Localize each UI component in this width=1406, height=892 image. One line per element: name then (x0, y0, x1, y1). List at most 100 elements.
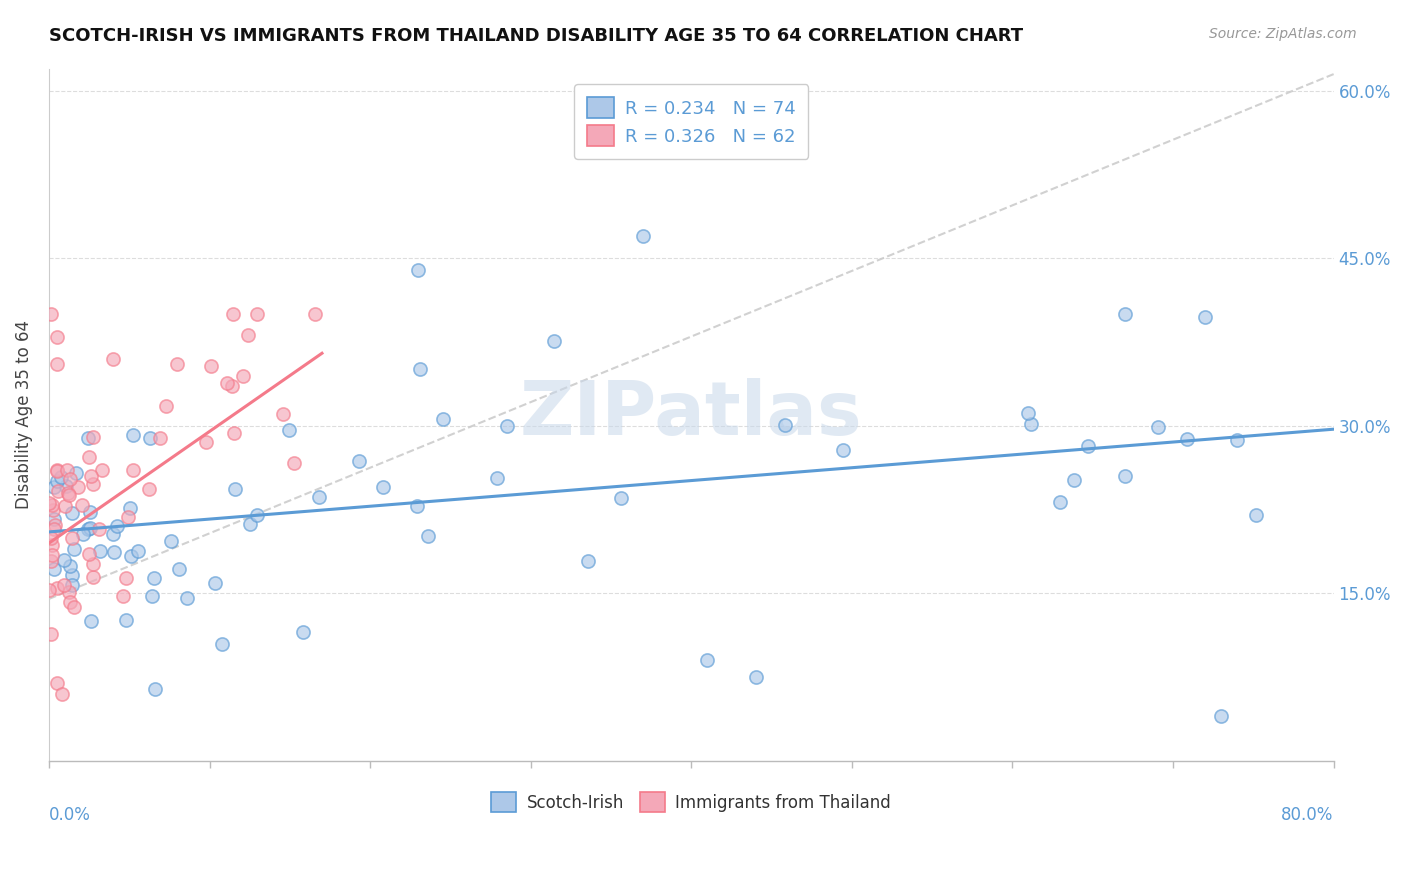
Point (610, 491, 633, 505)
Point (44, 518, 66, 533)
Point (143, 571, 166, 585)
Point (46, 675, 69, 690)
Point (80, 469, 103, 483)
Point (120, 501, 142, 516)
Point (103, 545, 125, 559)
Point (121, 549, 143, 563)
Point (121, 428, 143, 442)
Point (543, 334, 565, 348)
Text: 80.0%: 80.0% (1281, 805, 1334, 824)
Point (1114, 469, 1136, 483)
Point (65, 467, 87, 481)
Text: SCOTCH-IRISH VS IMMIGRANTS FROM THAILAND DISABILITY AGE 35 TO 64 CORRELATION CHA: SCOTCH-IRISH VS IMMIGRANTS FROM THAILAND… (49, 27, 1024, 45)
Point (63, 541, 86, 556)
Point (38, 583, 60, 598)
Point (67, 480, 90, 494)
Point (58, 485, 80, 500)
Point (42, 480, 65, 494)
Point (236, 327, 259, 342)
Point (631, 229, 654, 244)
Point (486, 471, 509, 485)
Point (41, 538, 63, 552)
Point (49, 470, 72, 484)
Point (53, 500, 76, 514)
Point (79, 505, 101, 519)
Point (832, 442, 855, 457)
Point (347, 454, 370, 468)
Point (1049, 495, 1071, 509)
Point (373, 480, 395, 494)
Point (101, 527, 124, 541)
Point (773, 417, 796, 432)
Point (1017, 406, 1039, 420)
Point (41, 548, 63, 562)
Point (141, 589, 163, 603)
Point (80, 614, 103, 628)
Point (122, 463, 145, 477)
Point (408, 262, 430, 277)
Point (48, 484, 70, 499)
Point (45, 474, 67, 488)
Point (60, 568, 83, 582)
Point (59, 472, 82, 486)
Point (1175, 432, 1198, 446)
Point (111, 589, 134, 603)
Point (221, 307, 243, 321)
Point (46, 329, 69, 343)
Text: Source: ZipAtlas.com: Source: ZipAtlas.com (1209, 27, 1357, 41)
Point (38, 496, 60, 510)
Point (139, 431, 162, 445)
Point (55, 478, 77, 492)
Point (217, 376, 239, 390)
Point (176, 591, 198, 606)
Point (46, 358, 69, 372)
Point (39, 554, 62, 568)
Point (60, 506, 83, 520)
Point (432, 411, 454, 425)
Point (114, 614, 136, 628)
Point (222, 425, 245, 440)
Point (239, 516, 262, 531)
Point (232, 369, 254, 384)
Point (60, 577, 83, 591)
Point (138, 482, 160, 496)
Point (60, 531, 83, 545)
Point (211, 637, 233, 651)
Point (409, 362, 432, 376)
Legend: Scotch-Irish, Immigrants from Thailand: Scotch-Irish, Immigrants from Thailand (485, 786, 898, 818)
Point (82, 570, 104, 584)
Point (221, 379, 243, 393)
Point (41, 503, 63, 517)
Point (304, 307, 326, 321)
Point (63, 599, 86, 614)
Point (39, 307, 62, 321)
Point (56, 462, 79, 476)
Point (46, 465, 69, 479)
Point (155, 400, 177, 414)
Point (107, 518, 129, 533)
Point (204, 576, 226, 591)
Point (51, 687, 73, 701)
Point (72, 527, 94, 541)
Point (115, 571, 138, 585)
Point (148, 431, 170, 445)
Point (58, 488, 80, 502)
Point (277, 423, 299, 437)
Point (1114, 307, 1136, 321)
Point (167, 562, 190, 576)
Point (79, 521, 101, 535)
Point (70, 498, 93, 512)
Point (77, 548, 100, 562)
Point (1147, 419, 1170, 434)
Point (744, 670, 766, 684)
Point (416, 529, 439, 543)
Point (271, 407, 294, 421)
Text: ZIPatlas: ZIPatlas (520, 378, 863, 451)
Point (52, 553, 75, 567)
Point (166, 358, 188, 372)
Point (44, 562, 66, 576)
Point (283, 456, 305, 470)
Point (82, 477, 104, 491)
Point (44, 522, 66, 536)
Point (1211, 709, 1233, 723)
